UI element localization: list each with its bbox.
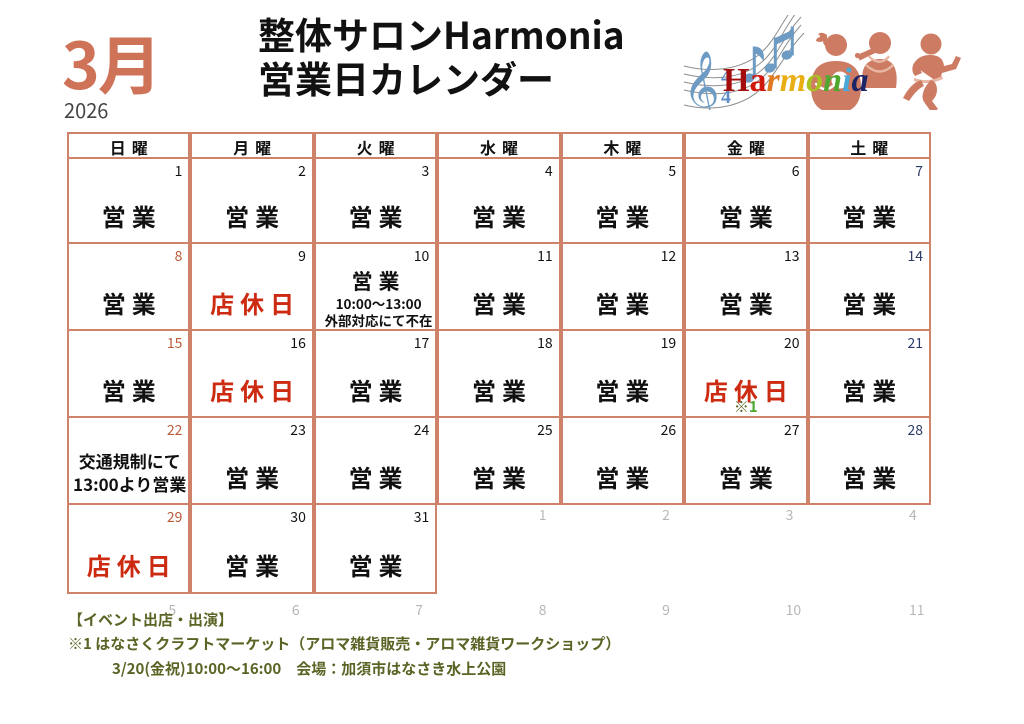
svg-text:𝄞: 𝄞 xyxy=(683,51,720,110)
